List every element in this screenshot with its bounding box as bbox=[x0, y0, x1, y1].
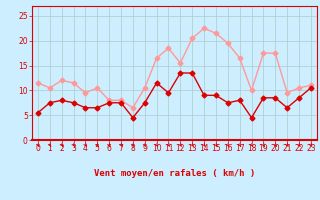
Text: Vent moyen/en rafales ( km/h ): Vent moyen/en rafales ( km/h ) bbox=[94, 169, 255, 178]
